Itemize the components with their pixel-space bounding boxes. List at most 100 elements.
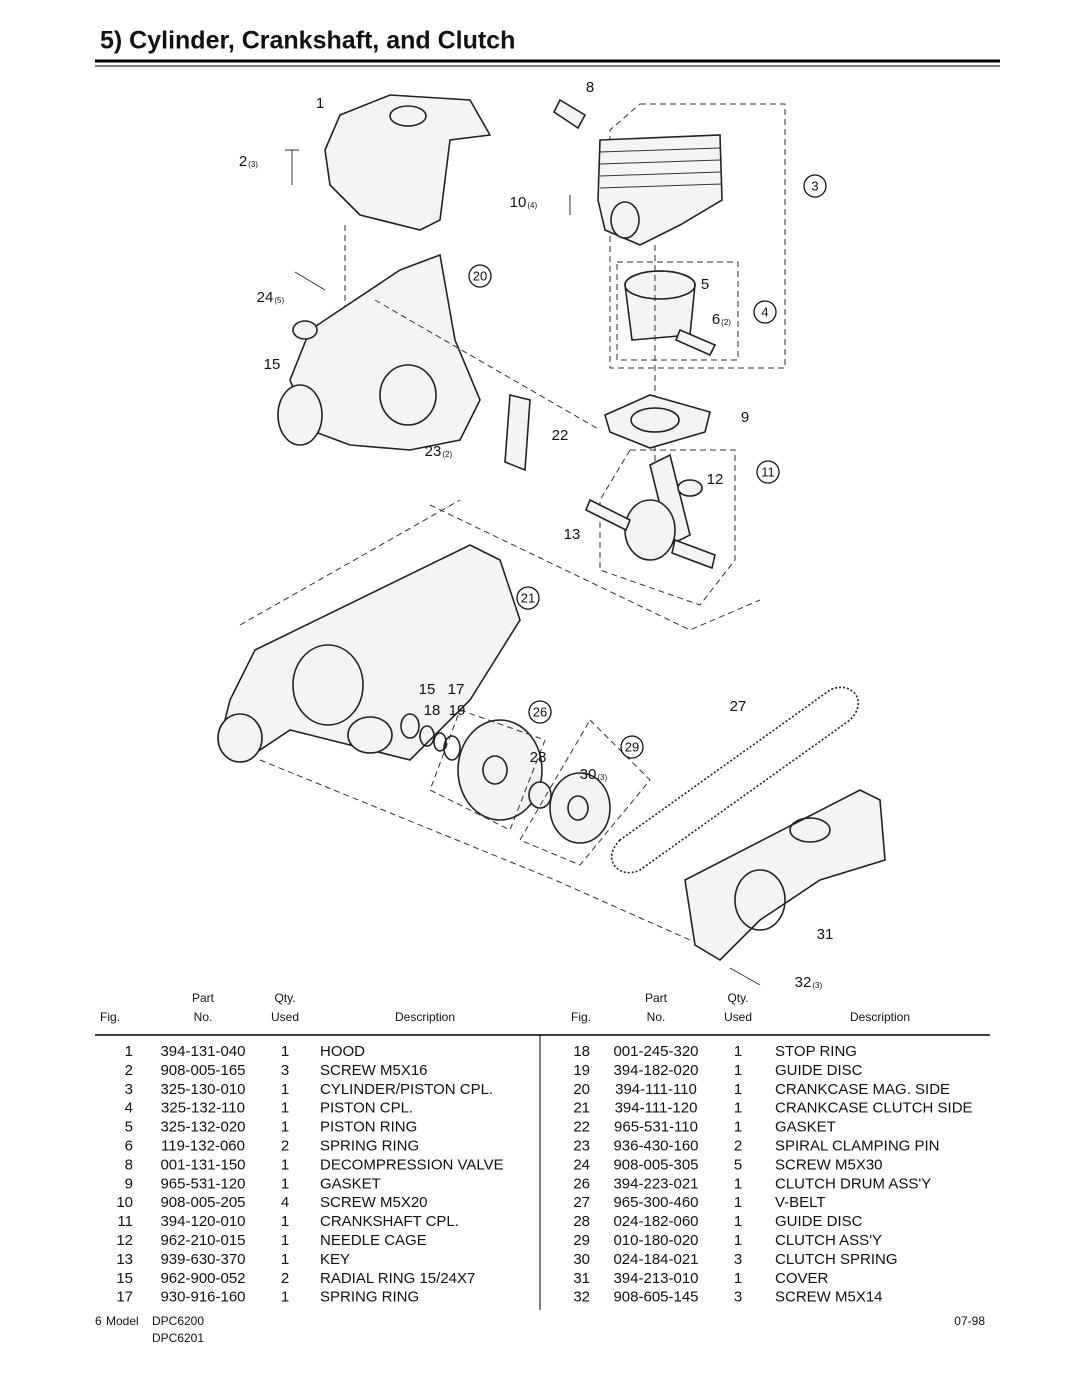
table-cell: 4 (281, 1194, 289, 1211)
table-cell: SCREW M5X16 (320, 1062, 428, 1079)
table-cell: 962-900-052 (160, 1270, 245, 1287)
table-cell: SCREW M5X30 (775, 1156, 883, 1173)
table-cell: 1 (281, 1081, 289, 1098)
callout: 12 (707, 471, 724, 488)
table-cell: STOP RING (775, 1043, 857, 1060)
table-cell: 1 (734, 1043, 742, 1060)
table-cell: 1 (281, 1232, 289, 1249)
table-cell: 394-131-040 (160, 1043, 245, 1060)
callout: 24 (257, 289, 274, 306)
table-cell: 965-300-460 (613, 1194, 698, 1211)
column-header: Description (395, 1010, 455, 1024)
column-header: Fig. (100, 1010, 120, 1024)
callout-qty: (3) (248, 160, 258, 169)
assembly-circle (620, 735, 644, 759)
column-header: Part (645, 991, 668, 1005)
assembly-callout: 21 (521, 590, 535, 605)
table-cell: 1 (734, 1081, 742, 1098)
table-cell: 119-132-060 (161, 1137, 245, 1154)
parts-table (95, 1034, 990, 1310)
table-cell: KEY (320, 1251, 350, 1268)
table-cell: 1 (281, 1289, 289, 1306)
table-cell: 325-132-020 (160, 1119, 245, 1136)
callout-qty: (5) (274, 296, 284, 305)
table-cell: 325-130-010 (160, 1081, 245, 1098)
table-cell: 010-180-020 (613, 1232, 698, 1249)
table-cell: 15 (116, 1270, 133, 1287)
table-cell: COVER (775, 1270, 829, 1287)
table-cell: V-BELT (775, 1194, 826, 1211)
table-cell: 1 (281, 1175, 289, 1192)
callout: 2 (239, 153, 247, 170)
assembly-circle (468, 264, 492, 288)
table-cell: 24 (573, 1156, 590, 1173)
table-cell: 13 (116, 1251, 133, 1268)
callout: 18 (424, 702, 441, 719)
column-header: Used (724, 1010, 752, 1024)
callout: 22 (552, 427, 569, 444)
model-label: Model (106, 1314, 139, 1328)
table-cell: 394-182-020 (613, 1062, 698, 1079)
exploded-diagram (217, 94, 886, 986)
table-cell: CYLINDER/PISTON CPL. (320, 1081, 493, 1098)
table-cell: 5 (125, 1119, 133, 1136)
table-cell: RADIAL RING 15/24X7 (320, 1270, 475, 1287)
callout: 6 (712, 311, 720, 328)
table-cell: CRANKSHAFT CPL. (320, 1213, 459, 1230)
table-cell: CLUTCH SPRING (775, 1251, 898, 1268)
table-cell: 22 (573, 1119, 590, 1136)
table-cell: 3 (281, 1062, 289, 1079)
model: DPC6200 (152, 1314, 204, 1328)
table-cell: 1 (281, 1156, 289, 1173)
table-cell: 1 (734, 1270, 742, 1287)
table-cell: 27 (573, 1194, 590, 1211)
table-cell: 32 (573, 1289, 590, 1306)
column-header: Qty. (727, 991, 748, 1005)
table-cell: CRANKCASE MAG. SIDE (775, 1081, 950, 1098)
table-cell: HOOD (320, 1043, 365, 1060)
column-header: Part (192, 991, 215, 1005)
table-cell: 394-213-010 (613, 1270, 698, 1287)
callout: 15 (419, 681, 436, 698)
table-cell: PISTON CPL. (320, 1100, 413, 1117)
column-header: No. (647, 1010, 666, 1024)
table-cell: 6 (125, 1137, 133, 1154)
table-cell: 1 (281, 1100, 289, 1117)
callout: 13 (564, 526, 581, 543)
table-cell: 1 (734, 1175, 742, 1192)
table-cell: 2 (281, 1270, 289, 1287)
table-cell: 908-005-205 (160, 1194, 245, 1211)
assembly-circle (756, 460, 780, 484)
table-cell: 26 (573, 1175, 590, 1192)
table-cell: 2 (734, 1137, 742, 1154)
table-cell: 908-605-145 (613, 1289, 698, 1306)
table-cell: PISTON RING (320, 1119, 417, 1136)
table-cell: 1 (281, 1119, 289, 1136)
table-cell: CRANKCASE CLUTCH SIDE (775, 1100, 973, 1117)
table-cell: 28 (573, 1213, 590, 1230)
table-cell: 29 (573, 1232, 590, 1249)
table-cell: 001-245-320 (613, 1043, 698, 1060)
table-cell: 4 (125, 1100, 133, 1117)
callout: 30 (580, 766, 597, 783)
table-cell: GASKET (320, 1175, 381, 1192)
callout-qty: (2) (721, 318, 731, 327)
assembly-callout: 20 (473, 268, 487, 283)
date: 07-98 (954, 1314, 985, 1328)
table-cell: 024-184-021 (613, 1251, 698, 1268)
callout: 31 (817, 926, 834, 943)
table-cell: 2 (125, 1062, 133, 1079)
table-cell: 11 (117, 1213, 133, 1230)
table-cell: 8 (125, 1156, 133, 1173)
callout: 28 (530, 749, 547, 766)
table-cell: SCREW M5X14 (775, 1289, 883, 1306)
table-cell: 394-120-010 (160, 1213, 245, 1230)
assembly-callout: 26 (533, 704, 547, 719)
table-cell: 2 (281, 1137, 289, 1154)
table-cell: 20 (573, 1081, 590, 1098)
table-cell: 1 (125, 1043, 133, 1060)
assembly-callout: 11 (761, 464, 775, 479)
table-cell: GASKET (775, 1119, 836, 1136)
callout: 15 (264, 356, 281, 373)
